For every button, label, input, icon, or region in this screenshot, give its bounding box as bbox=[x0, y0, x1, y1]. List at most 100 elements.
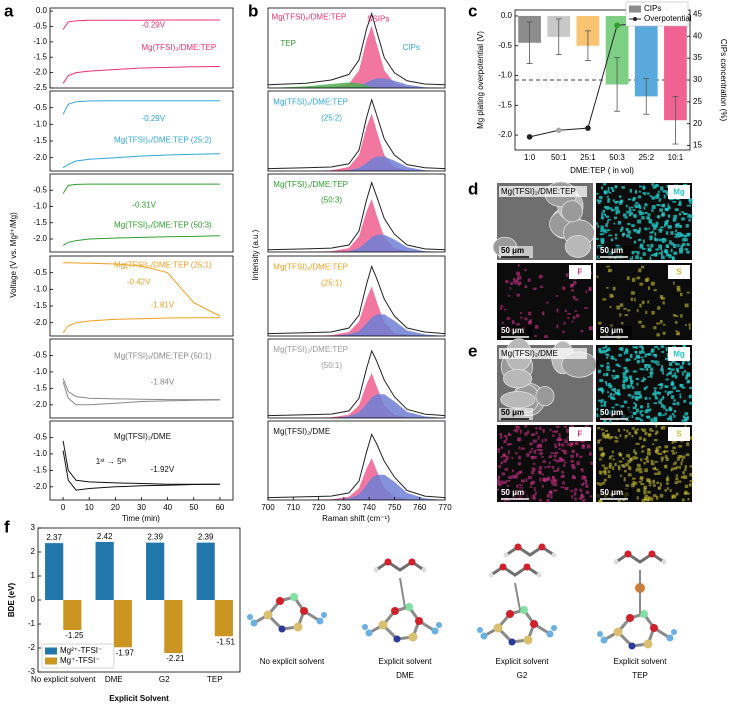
eds-dot bbox=[544, 335, 548, 338]
eds-dot bbox=[673, 410, 677, 413]
eds-dot bbox=[657, 471, 661, 475]
eds-dot bbox=[608, 436, 612, 440]
eds-dot bbox=[648, 227, 651, 230]
eds-dot bbox=[581, 483, 584, 486]
eds-dot bbox=[616, 305, 621, 310]
eds-dot bbox=[657, 391, 661, 395]
eds-dot bbox=[599, 458, 602, 461]
eds-dot bbox=[646, 451, 651, 456]
x-tick-label: 730 bbox=[337, 503, 351, 512]
eds-dot bbox=[665, 347, 668, 351]
eds-dot bbox=[598, 470, 601, 475]
eds-dot bbox=[632, 198, 636, 202]
eds-dot bbox=[660, 255, 665, 260]
y-tick-label: -0.5 bbox=[33, 433, 47, 442]
eds-dot bbox=[600, 228, 603, 232]
eds-dot bbox=[618, 347, 623, 351]
eds-dot bbox=[636, 463, 641, 468]
eds-dot bbox=[507, 294, 510, 297]
eds-dot bbox=[571, 289, 575, 292]
scale-bar-bg bbox=[499, 488, 533, 500]
data-label: -1.25 bbox=[65, 631, 84, 640]
eds-dot bbox=[651, 209, 654, 212]
eds-dot bbox=[539, 498, 542, 502]
eds-dot bbox=[571, 449, 576, 454]
eds-dot bbox=[617, 499, 621, 502]
eds-dot bbox=[544, 438, 547, 442]
eds-dot bbox=[624, 435, 627, 439]
eds-dot bbox=[650, 350, 654, 353]
eds-dot bbox=[640, 458, 643, 462]
eds-dot bbox=[614, 374, 619, 379]
eds-dot bbox=[555, 295, 558, 297]
eds-dot bbox=[654, 238, 659, 242]
eds-dot bbox=[635, 468, 639, 472]
eds-dot bbox=[676, 285, 681, 290]
eds-dot bbox=[556, 469, 559, 472]
eds-dot bbox=[503, 439, 507, 444]
eds-dot bbox=[658, 244, 663, 249]
eds-dot bbox=[667, 367, 672, 370]
molecule-caption: Explicit solvent bbox=[379, 657, 433, 666]
eds-dot bbox=[686, 380, 689, 384]
eds-dot bbox=[617, 365, 622, 368]
eds-dot bbox=[689, 465, 692, 468]
eds-dot bbox=[606, 365, 610, 369]
eds-dot bbox=[683, 492, 687, 495]
eds-dot bbox=[615, 403, 619, 406]
eds-dot bbox=[627, 465, 631, 470]
eds-dot bbox=[585, 484, 589, 488]
eds-dot bbox=[656, 481, 660, 484]
eds-dot bbox=[686, 250, 690, 254]
element-tag: Mg bbox=[673, 350, 685, 359]
eds-dot bbox=[553, 489, 558, 492]
eds-dot bbox=[676, 367, 679, 372]
eds-dot bbox=[551, 480, 554, 485]
eds-dot bbox=[655, 425, 658, 428]
eds-dot bbox=[600, 471, 603, 475]
eds-dot bbox=[631, 477, 636, 480]
eds-dot bbox=[562, 286, 566, 290]
eds-dot bbox=[644, 227, 648, 231]
eds-dot bbox=[642, 186, 646, 190]
eds-dot bbox=[632, 370, 637, 373]
eds-dot bbox=[634, 396, 637, 400]
eds-dot bbox=[674, 208, 679, 212]
eds-dot bbox=[646, 459, 649, 463]
eds-dot bbox=[664, 489, 668, 492]
legend-swatch bbox=[45, 657, 57, 665]
eds-dot bbox=[625, 358, 629, 362]
eds-dot bbox=[673, 214, 678, 219]
eds-dot bbox=[638, 227, 641, 232]
eds-dot bbox=[636, 251, 640, 255]
eds-dot bbox=[610, 396, 614, 400]
eds-dot bbox=[582, 443, 585, 448]
eds-dot bbox=[584, 425, 589, 429]
x-tick-label: 750 bbox=[388, 503, 402, 512]
eds-dot bbox=[632, 209, 636, 211]
eds-dot bbox=[638, 210, 642, 214]
eds-dot bbox=[539, 449, 544, 451]
eds-dot bbox=[636, 488, 640, 493]
eds-dot bbox=[651, 311, 655, 315]
y-tick-label: -2.0 bbox=[33, 234, 47, 243]
eds-dot bbox=[665, 357, 670, 361]
eds-dot bbox=[544, 466, 547, 469]
eds-dot bbox=[605, 215, 610, 218]
eds-dot bbox=[585, 480, 588, 485]
eds-dot bbox=[628, 206, 631, 210]
eds-dot bbox=[615, 363, 620, 366]
y-tick-label: -1.0 bbox=[498, 71, 512, 80]
eds-dot bbox=[598, 498, 603, 503]
eds-dot bbox=[651, 205, 656, 210]
eds-dot bbox=[588, 286, 592, 291]
eds-dot bbox=[665, 253, 669, 257]
eds-dot bbox=[681, 217, 685, 221]
eds-dot bbox=[628, 461, 632, 464]
annotation: Mg(TFSI)₂/DME:TEP bbox=[272, 13, 347, 22]
annotation: -1.92V bbox=[151, 465, 175, 474]
eds-dot bbox=[529, 442, 533, 446]
eds-dot bbox=[561, 443, 565, 447]
eds-dot bbox=[655, 225, 658, 228]
legend-swatch bbox=[629, 5, 641, 13]
